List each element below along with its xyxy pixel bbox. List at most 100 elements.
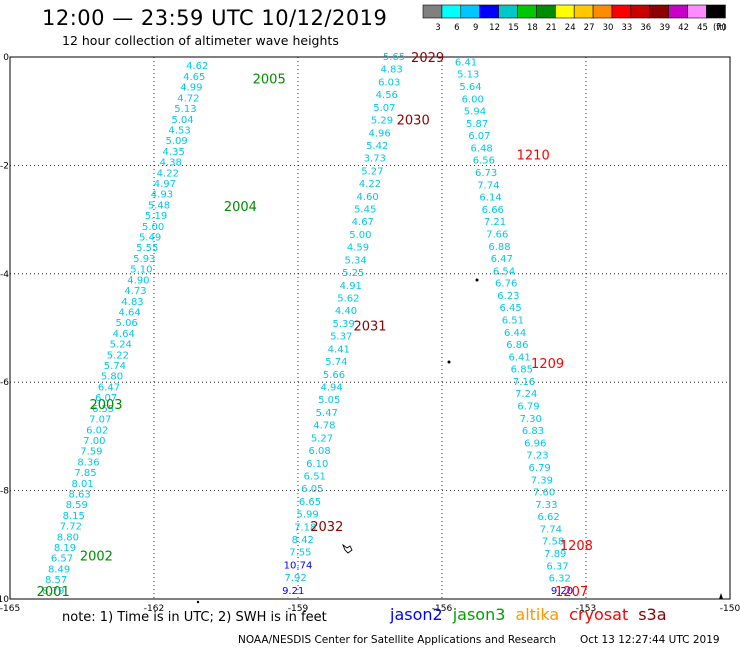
wave-height-value: 5.29: [371, 116, 393, 127]
wave-height-value: 7.24: [515, 389, 537, 400]
wave-height-value: 6.51: [304, 471, 326, 482]
y-tick-label: -4: [0, 270, 9, 280]
pass-number-label: 1208: [560, 539, 593, 554]
wave-height-value: 4.64: [113, 329, 135, 340]
wave-height-value: 5.00: [349, 230, 371, 241]
scale-label: 30: [603, 23, 614, 33]
wave-height-value: 4.96: [368, 128, 390, 139]
track-cryosat: 6.41 5.135.646.00 5.945.876.076.48 6.566.73…: [455, 57, 593, 599]
wave-height-value: 6.88: [488, 242, 510, 253]
pass-number-label: 2032: [310, 520, 343, 535]
scale-swatch: [517, 4, 537, 19]
wave-height-value: 5.49: [139, 233, 161, 244]
wave-height-value: 6.45: [500, 303, 522, 314]
scale-swatch: [536, 4, 556, 19]
wave-height-value: 8.59: [66, 500, 88, 511]
wave-height-value: 5.74: [104, 361, 126, 372]
wave-height-value: 4.72: [177, 93, 199, 104]
wave-height-value: 6.07: [95, 393, 117, 404]
track-jason3: 4.624.654.994.725.135.044.535.094.354.38…: [37, 61, 286, 600]
pass-number-label: 1207: [555, 585, 588, 600]
credit-line: NOAA/NESDIS Center for Satellite Applica…: [238, 634, 556, 646]
wave-height-value: 5.74: [325, 357, 347, 368]
wave-height-value: 7.74: [477, 180, 499, 191]
scale-swatch: [498, 4, 518, 19]
wave-height-value: 5.04: [171, 115, 193, 126]
scale-swatch: [460, 4, 480, 19]
scale-label: 24: [565, 23, 576, 33]
wave-height-value: 5.25: [342, 268, 364, 279]
wave-height-value: 4.78: [313, 421, 335, 432]
y-tick-label: -6: [0, 378, 9, 388]
wave-height-value: 7.66: [486, 229, 508, 240]
wave-height-value: 5.65: [383, 52, 405, 63]
wave-height-value: 4.53: [168, 125, 190, 136]
misc-marks: [196, 278, 723, 604]
scale-swatch: [422, 4, 443, 19]
wave-height-value: 6.41: [455, 57, 477, 68]
wave-height-value: 5.94: [464, 107, 486, 118]
wave-height-value: 4.22: [359, 179, 381, 190]
wave-height-value: 5.42: [366, 141, 388, 152]
legend-cryosat: cryosat: [569, 605, 629, 624]
wave-height-value: 8.19: [54, 543, 76, 554]
pass-number-label: 2031: [353, 319, 386, 334]
wave-height-value: 5.48: [148, 200, 170, 211]
wave-height-value: 7.72: [60, 522, 82, 533]
x-tick-label: -159: [288, 604, 309, 614]
scale-label: 45: [697, 23, 708, 33]
wave-height-value: 4.41: [328, 344, 350, 355]
legend-altika: altika: [515, 605, 560, 624]
pass-number-label: 2004: [224, 200, 257, 215]
island-dot: [447, 360, 451, 364]
x-tick-label: -150: [720, 604, 740, 614]
wave-height-value: 6.79: [529, 463, 551, 474]
wave-height-value: 3.73: [364, 154, 386, 165]
pass-number-label: 1210: [517, 149, 550, 164]
scale-label: 12: [489, 23, 500, 33]
wave-height-value: 4.73: [124, 286, 146, 297]
wave-height-value: 7.74: [540, 524, 562, 535]
wave-height-value: 6.55: [92, 404, 114, 415]
wave-height-value: 8.36: [77, 457, 99, 468]
wave-height-value: 4.83: [380, 65, 402, 76]
wave-height-value: 7.85: [74, 468, 96, 479]
legend-jason2: jason2: [390, 605, 443, 624]
island-mark: [719, 593, 723, 599]
island-dot: [475, 278, 479, 282]
wave-height-value: 6.86: [506, 340, 528, 351]
wave-height-value: 7.16: [513, 377, 535, 388]
wave-height-value: 4.38: [160, 158, 182, 169]
wave-height-value: 5.34: [344, 255, 366, 266]
wave-height-value: 8.63: [69, 490, 91, 501]
wave-height-value: 4.22: [157, 168, 179, 179]
wave-height-value: 8.42: [292, 535, 314, 546]
wave-height-value: 4.35: [163, 147, 185, 158]
wave-height-value: 8.49: [48, 564, 70, 575]
wave-height-value: 7.18: [294, 522, 316, 533]
wave-height-value: 5.24: [110, 340, 132, 351]
wave-height-value: 6.14: [479, 193, 501, 204]
wave-height-value: 6.10: [306, 459, 328, 470]
wave-height-value: 5.13: [174, 104, 196, 115]
scale-swatch: [592, 4, 613, 19]
wave-height-value: 5.05: [318, 395, 340, 406]
color-scale-bar: 3 6 9 12 15 18 21 24 27 30 33 36 39 42 45 70(ft): [422, 4, 727, 33]
scale-label: 15: [508, 23, 519, 33]
wave-height-value: 5.64: [459, 82, 481, 93]
legend-s3a: s3a: [638, 605, 667, 624]
wave-height-value: 7.21: [484, 217, 506, 228]
pass-number-label: 1209: [531, 357, 564, 372]
wave-height-value: 4.56: [376, 90, 398, 101]
scale-label: 39: [659, 23, 670, 33]
scale-label: (ft): [713, 23, 726, 33]
scale-label: 27: [584, 23, 595, 33]
wave-height-value: 9.21: [282, 586, 304, 597]
map-grid: [10, 57, 730, 599]
x-tick-label: -156: [432, 604, 453, 614]
wave-height-value: 6.41: [508, 352, 530, 363]
chart-title: 12:00 — 23:59 UTC 10/12/2019: [42, 6, 388, 30]
wave-height-value: 6.65: [299, 497, 321, 508]
wave-height-value: 8.79: [42, 586, 64, 597]
wave-height-value: 7.07: [89, 415, 111, 426]
